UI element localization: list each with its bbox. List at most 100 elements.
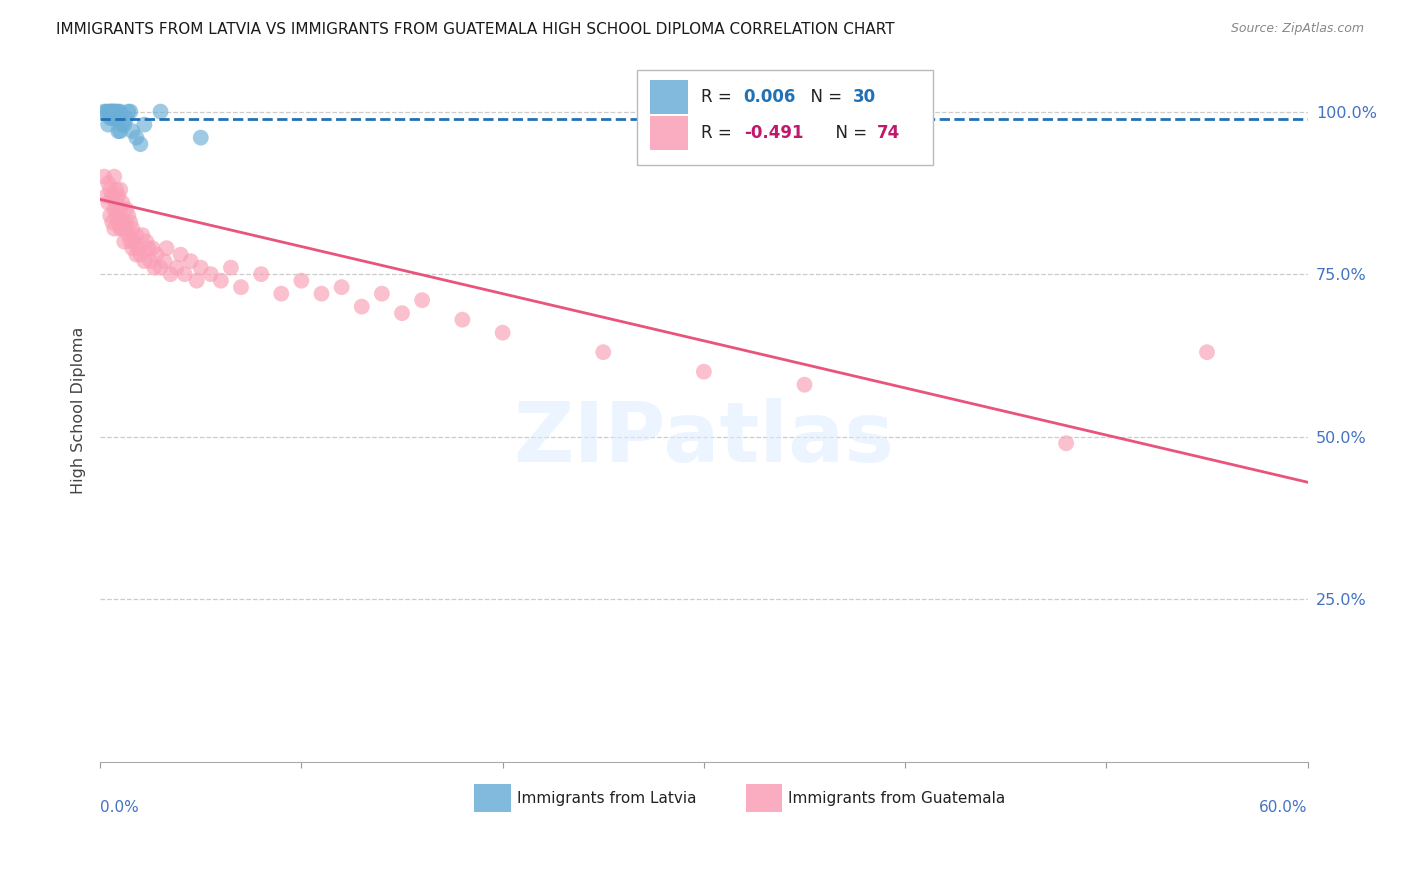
Point xyxy=(112,235,135,249)
Point xyxy=(115,111,138,125)
Point xyxy=(129,247,152,261)
Point xyxy=(98,104,121,119)
Point xyxy=(153,254,176,268)
Point xyxy=(125,130,148,145)
Point xyxy=(115,202,138,216)
Point xyxy=(180,254,202,268)
Point xyxy=(129,137,152,152)
Text: R =: R = xyxy=(702,124,738,143)
Point xyxy=(134,254,156,268)
Point xyxy=(125,247,148,261)
Point xyxy=(250,267,273,281)
Point xyxy=(93,169,115,184)
Point xyxy=(693,365,716,379)
Text: 0.006: 0.006 xyxy=(744,87,796,106)
Point xyxy=(107,215,129,229)
Point xyxy=(121,124,143,138)
Text: IMMIGRANTS FROM LATVIA VS IMMIGRANTS FROM GUATEMALA HIGH SCHOOL DIPLOMA CORRELAT: IMMIGRANTS FROM LATVIA VS IMMIGRANTS FRO… xyxy=(56,22,894,37)
Point xyxy=(101,189,124,203)
Point xyxy=(311,286,333,301)
Point xyxy=(97,118,120,132)
Point xyxy=(107,124,129,138)
Point xyxy=(111,118,134,132)
Point xyxy=(111,221,134,235)
Text: N =: N = xyxy=(824,124,872,143)
Point xyxy=(143,260,166,275)
Point xyxy=(105,111,128,125)
Point xyxy=(97,176,120,190)
Point xyxy=(103,169,125,184)
Text: 30: 30 xyxy=(852,87,876,106)
Point xyxy=(145,247,167,261)
Point xyxy=(93,104,115,119)
Point xyxy=(350,300,373,314)
Point xyxy=(111,195,134,210)
Point xyxy=(138,241,160,255)
Point xyxy=(131,228,153,243)
Point xyxy=(592,345,614,359)
Text: Source: ZipAtlas.com: Source: ZipAtlas.com xyxy=(1230,22,1364,36)
Point xyxy=(112,215,135,229)
Point xyxy=(98,183,121,197)
Point xyxy=(110,221,132,235)
Text: 60.0%: 60.0% xyxy=(1260,800,1308,815)
Point xyxy=(110,183,132,197)
Point xyxy=(98,111,121,125)
Point xyxy=(103,104,125,119)
Point xyxy=(411,293,433,308)
Y-axis label: High School Diploma: High School Diploma xyxy=(72,327,86,494)
Point xyxy=(101,215,124,229)
Point xyxy=(141,241,163,255)
Point xyxy=(115,221,138,235)
Point xyxy=(451,312,474,326)
Text: R =: R = xyxy=(702,87,738,106)
Point xyxy=(103,221,125,235)
Point xyxy=(117,104,139,119)
Text: 74: 74 xyxy=(876,124,900,143)
Point xyxy=(101,111,124,125)
Point xyxy=(190,260,212,275)
Point xyxy=(112,118,135,132)
Point xyxy=(101,104,124,119)
Point xyxy=(117,228,139,243)
Point xyxy=(96,104,118,119)
Point xyxy=(290,274,312,288)
Point xyxy=(391,306,413,320)
Point xyxy=(793,377,815,392)
FancyBboxPatch shape xyxy=(637,70,934,165)
Point xyxy=(120,235,142,249)
Point xyxy=(105,209,128,223)
Point xyxy=(124,235,146,249)
Point xyxy=(121,241,143,255)
Bar xyxy=(747,784,782,813)
Point xyxy=(121,221,143,235)
Point xyxy=(169,247,191,261)
Point xyxy=(190,130,212,145)
Point xyxy=(1195,345,1218,359)
Point xyxy=(491,326,513,340)
Point xyxy=(330,280,353,294)
Point xyxy=(155,241,177,255)
Text: -0.491: -0.491 xyxy=(744,124,803,143)
Point xyxy=(173,267,195,281)
Point xyxy=(105,195,128,210)
Point xyxy=(107,104,129,119)
Point xyxy=(139,254,162,268)
Point xyxy=(98,104,121,119)
Text: Immigrants from Latvia: Immigrants from Latvia xyxy=(517,791,696,805)
Point xyxy=(149,260,172,275)
Point xyxy=(134,118,156,132)
Bar xyxy=(650,80,688,113)
Point xyxy=(159,267,181,281)
Point xyxy=(270,286,292,301)
Point xyxy=(110,124,132,138)
Point xyxy=(229,280,252,294)
Point xyxy=(127,241,149,255)
Point xyxy=(186,274,208,288)
Point xyxy=(105,104,128,119)
Point xyxy=(1054,436,1077,450)
Point xyxy=(371,286,394,301)
Text: ZIPatlas: ZIPatlas xyxy=(513,399,894,479)
Point xyxy=(103,202,125,216)
Point xyxy=(110,104,132,119)
